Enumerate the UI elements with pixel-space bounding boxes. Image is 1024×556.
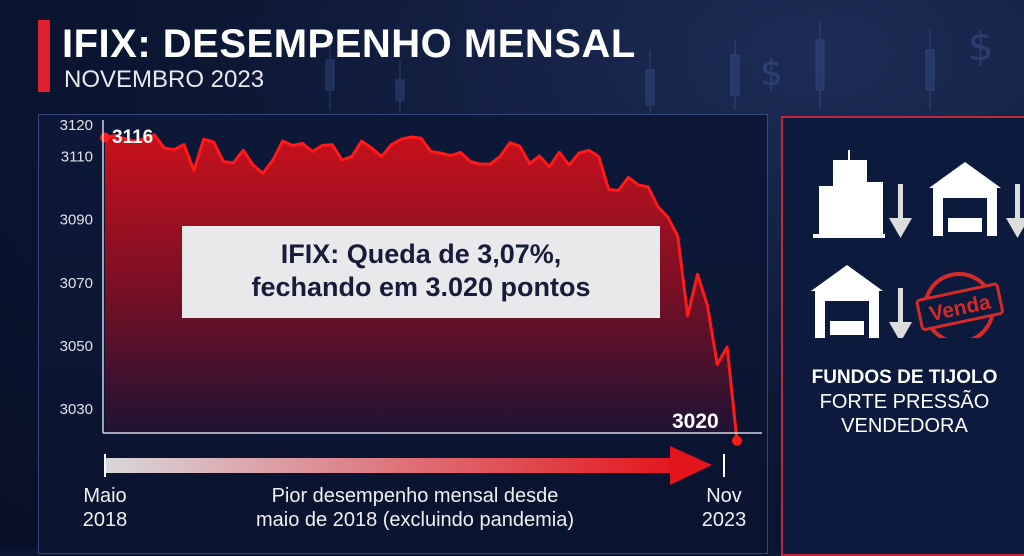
caption-line-1: Pior desempenho mensal desde <box>200 484 630 508</box>
arrow-down-icon <box>889 288 912 338</box>
end-month: Nov <box>684 484 764 508</box>
warehouse-icon <box>811 265 883 338</box>
start-value-label: 3116 <box>112 127 153 148</box>
side-line-2: VENDEDORA <box>783 414 1024 438</box>
annotation-line-1: IFIX: Queda de 3,07%, <box>182 238 660 271</box>
warehouse-icon <box>929 162 1001 236</box>
end-value-label: 3020 <box>672 410 719 433</box>
office-building-icon <box>813 150 885 238</box>
data-point <box>732 436 742 446</box>
start-month: Maio <box>65 484 145 508</box>
arrow-down-icon <box>889 184 912 238</box>
venda-stamp-icon: Venda <box>913 266 1007 338</box>
caption-line-2: maio de 2018 (excluindo pandemia) <box>200 508 630 532</box>
side-heading: FUNDOS DE TIJOLO <box>783 366 1024 390</box>
y-tick-label: 3120 <box>60 117 93 134</box>
side-icons: Venda <box>783 138 1024 338</box>
y-tick-label: 3030 <box>60 401 93 418</box>
side-line-1: FORTE PRESSÃO <box>783 390 1024 414</box>
annotation-line-2: fechando em 3.020 pontos <box>182 271 660 304</box>
arrow-down-icon <box>1006 184 1024 238</box>
side-panel: Venda FUNDOS DE TIJOLO FORTE PRESSÃO VEN… <box>781 116 1024 556</box>
y-tick-label: 3070 <box>60 275 93 292</box>
annotation-box: IFIX: Queda de 3,07%, fechando em 3.020 … <box>182 226 660 318</box>
timeline-bar <box>105 458 680 473</box>
end-year: 2023 <box>684 508 764 532</box>
timeline-arrowhead <box>670 446 712 485</box>
start-year: 2018 <box>65 508 145 532</box>
timeline-caption: Pior desempenho mensal desde maio de 201… <box>200 484 630 532</box>
y-tick-label: 3110 <box>61 149 93 166</box>
data-point <box>100 133 110 143</box>
y-tick-label: 3090 <box>60 212 93 229</box>
timeline-end-label: Nov 2023 <box>684 484 764 532</box>
timeline-start-label: Maio 2018 <box>65 484 145 532</box>
svg-text:$: $ <box>968 24 993 70</box>
y-tick-label: 3050 <box>60 338 93 355</box>
